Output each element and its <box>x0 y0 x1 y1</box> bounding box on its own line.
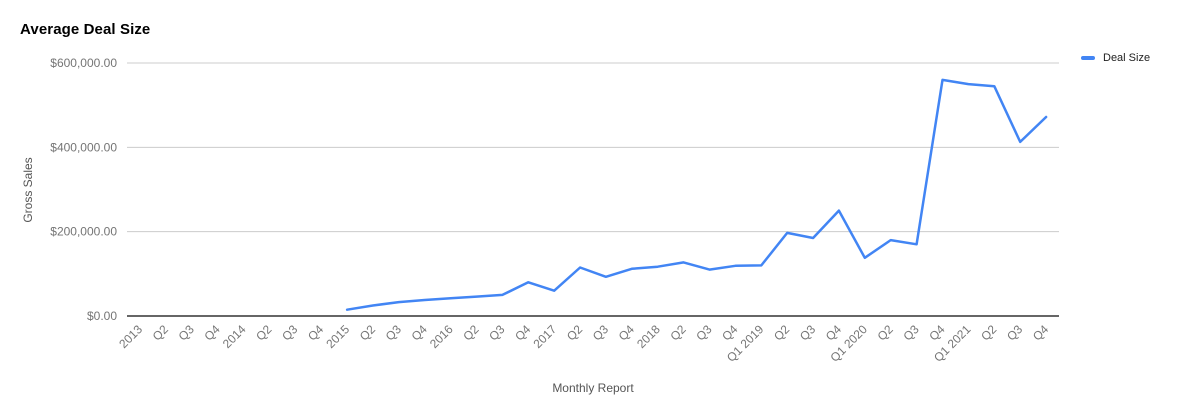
x-tick-label: Q2 <box>150 322 171 343</box>
y-tick-label: $600,000.00 <box>50 56 117 70</box>
x-tick-label: Q3 <box>590 322 611 343</box>
x-tick-label: 2017 <box>531 322 560 351</box>
x-tick-label: Q3 <box>797 322 818 343</box>
x-tick-label: 2015 <box>323 322 352 351</box>
x-tick-label: 2018 <box>634 322 663 351</box>
y-tick-label: $400,000.00 <box>50 140 117 154</box>
x-tick-label: Q2 <box>460 322 481 343</box>
x-tick-label: Q2 <box>253 322 274 343</box>
legend: Deal Size <box>1081 52 1150 64</box>
y-tick-label: $200,000.00 <box>50 225 117 239</box>
x-tick-label: Q2 <box>564 322 585 343</box>
x-tick-label: Q3 <box>279 322 300 343</box>
x-tick-label: 2016 <box>427 322 456 351</box>
x-tick-label: Q3 <box>383 322 404 343</box>
x-tick-label: 2013 <box>116 322 145 351</box>
x-tick-label: Q2 <box>668 322 689 343</box>
x-tick-label: Q3 <box>176 322 197 343</box>
x-tick-label: Q3 <box>1004 322 1025 343</box>
x-tick-label: Q3 <box>901 322 922 343</box>
x-tick-label: Q4 <box>1030 322 1051 343</box>
x-axis-title: Monthly Report <box>552 381 634 395</box>
x-tick-label: Q3 <box>693 322 714 343</box>
legend-label-deal-size: Deal Size <box>1103 52 1151 64</box>
x-tick-label: Q3 <box>486 322 507 343</box>
chart-title: Average Deal Size <box>20 21 151 38</box>
x-tick-label: Q2 <box>357 322 378 343</box>
legend-swatch-deal-size <box>1081 56 1095 60</box>
x-tick-label: Q2 <box>978 322 999 343</box>
x-tick-label: 2014 <box>220 322 249 351</box>
x-tick-label: Q2 <box>771 322 792 343</box>
series-line-deal-size <box>345 78 1048 311</box>
y-tick-label: $0.00 <box>87 309 117 323</box>
x-tick-label: Q2 <box>875 322 896 343</box>
